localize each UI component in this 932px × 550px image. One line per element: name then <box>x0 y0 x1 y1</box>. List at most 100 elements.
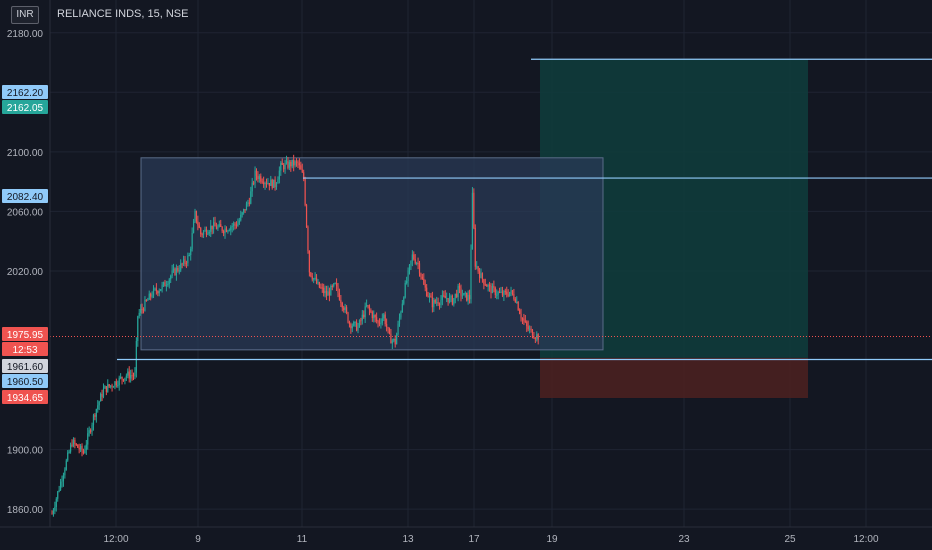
candle-body <box>444 295 446 299</box>
candle-body <box>454 293 456 299</box>
candle-body <box>391 340 393 344</box>
candle-body <box>416 262 418 264</box>
candle-body <box>470 249 472 300</box>
candle-body <box>72 440 75 446</box>
candle-body <box>305 204 308 228</box>
candle-body <box>433 300 435 308</box>
candle-body <box>61 481 63 483</box>
candle-body <box>483 279 485 285</box>
candle-body <box>431 297 433 308</box>
price-label-background <box>2 100 48 114</box>
price-label-text: 1961.60 <box>7 362 44 373</box>
candle-body <box>180 263 182 271</box>
candle-body <box>394 338 396 345</box>
candle-body <box>132 375 135 377</box>
candle-body <box>294 161 296 166</box>
candle-body <box>92 415 95 425</box>
candle-body <box>488 285 491 287</box>
candle-body <box>67 452 69 461</box>
candle-body <box>448 296 451 303</box>
candle-body <box>477 266 479 272</box>
candle-body <box>404 282 406 298</box>
price-label-text: 2162.20 <box>7 88 44 99</box>
candle-body <box>243 209 245 213</box>
candle-body <box>245 203 248 211</box>
horizontal-levels[interactable] <box>50 58 932 361</box>
candle-body <box>81 445 83 452</box>
candle-body <box>131 375 133 377</box>
candle-body <box>396 334 398 345</box>
candle-body <box>204 229 206 232</box>
candle-body <box>161 284 163 290</box>
candle-body <box>188 255 190 257</box>
time-axis[interactable]: 12:00 9 11 13 17 19 23 25 12:00 <box>0 526 932 550</box>
candle-body <box>397 323 399 335</box>
candle-body <box>308 250 310 273</box>
candle-body <box>184 259 186 264</box>
price-axis[interactable]: 1860.001900.002020.002060.002100.002140.… <box>0 0 51 527</box>
price-tick-label: 2180.00 <box>7 29 44 40</box>
price-label-text: 2082.40 <box>7 192 44 203</box>
candle-body <box>527 326 529 330</box>
candle-body <box>190 248 192 256</box>
candle-body <box>534 338 536 340</box>
candle-body <box>417 262 419 264</box>
price-label-background <box>2 359 48 373</box>
candle-body <box>378 322 381 324</box>
candle-body <box>150 293 152 297</box>
candle-body <box>218 224 220 227</box>
candle-body <box>84 449 86 454</box>
candle-body <box>318 282 321 288</box>
candle-body <box>370 310 372 313</box>
candle-body <box>481 273 484 280</box>
candle-body <box>325 291 328 296</box>
candle-body <box>175 268 178 276</box>
candle-body <box>155 288 157 292</box>
candle-body <box>354 321 356 323</box>
candle-body <box>211 225 213 230</box>
candle-body <box>516 301 518 303</box>
candle-body <box>138 312 140 317</box>
candle-body <box>154 288 156 290</box>
candle-body <box>170 275 172 280</box>
candle-body <box>295 161 298 163</box>
candle-body <box>270 179 272 186</box>
candle-body <box>463 293 465 296</box>
candle-body <box>257 175 259 179</box>
candle-body <box>520 313 522 319</box>
candle-body <box>480 273 482 278</box>
candle-body <box>90 430 92 432</box>
candle-body <box>52 510 55 514</box>
candle-body <box>64 469 66 476</box>
candle-body <box>506 291 508 295</box>
candle-body <box>491 285 494 294</box>
candle-body <box>75 443 77 445</box>
candle-body <box>374 315 376 318</box>
candle-body <box>87 433 89 445</box>
candle-body <box>297 161 299 164</box>
candle-body <box>410 260 412 265</box>
candle-body <box>135 341 137 373</box>
candle-body <box>337 286 339 294</box>
candle-body <box>142 309 145 311</box>
stop-zone[interactable] <box>540 357 808 399</box>
candle-body <box>380 322 382 324</box>
candle-body <box>344 307 346 311</box>
currency-badge[interactable]: INR <box>11 6 39 24</box>
candle-body <box>514 299 516 303</box>
candle-body <box>358 320 361 327</box>
candle-body <box>59 481 62 490</box>
candle-body <box>519 310 521 314</box>
time-tick-label: 17 <box>468 534 480 545</box>
candle-body <box>324 291 326 294</box>
candle-body <box>214 222 216 227</box>
candle-body <box>121 376 123 380</box>
candle-body <box>497 292 499 295</box>
candle-body <box>366 305 368 307</box>
candle-body <box>247 202 249 204</box>
candle-body <box>440 299 442 305</box>
candle-body <box>101 393 103 397</box>
candle-body <box>533 337 535 339</box>
price-label-badge: 2162.20 <box>2 85 48 99</box>
